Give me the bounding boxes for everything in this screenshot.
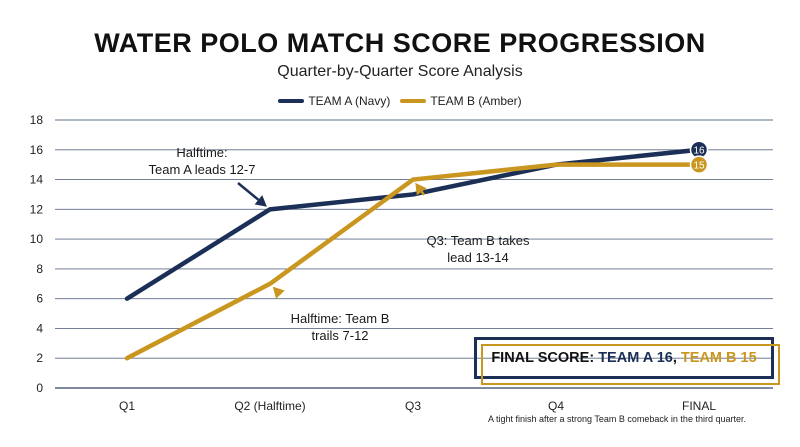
final-score-prefix: FINAL SCORE: bbox=[491, 350, 599, 366]
annotation-text: trails 7-12 bbox=[311, 328, 368, 343]
y-tick-label: 10 bbox=[30, 232, 44, 246]
end-marker-team-b bbox=[689, 155, 709, 174]
legend-swatch-team-b bbox=[400, 99, 427, 103]
annotation-arrowhead bbox=[415, 182, 427, 196]
final-score-team-b: TEAM B 15 bbox=[680, 350, 757, 366]
series-line-team-a bbox=[124, 147, 702, 301]
x-tick-label: Q4 bbox=[548, 399, 564, 413]
annotation-arrowhead bbox=[272, 286, 285, 299]
data-label: 15 bbox=[693, 160, 705, 171]
annotation-arrow bbox=[237, 182, 260, 201]
annotation-text: lead 13-14 bbox=[447, 250, 508, 265]
annotation-arrowhead bbox=[254, 195, 267, 207]
legend-swatch-team-a bbox=[278, 99, 305, 103]
y-tick-label: 4 bbox=[36, 321, 43, 335]
final-score-text: FINAL SCORE: TEAM A 16, TEAM B 15 bbox=[491, 350, 756, 366]
y-tick-label: 0 bbox=[36, 381, 43, 395]
annotation-text: Team A leads 12-7 bbox=[149, 162, 256, 177]
y-tick-label: 2 bbox=[36, 351, 43, 365]
x-tick-label: Q2 (Halftime) bbox=[234, 399, 305, 413]
y-tick-label: 6 bbox=[36, 292, 43, 306]
legend-item-team-b: TEAM B (Amber) bbox=[400, 94, 522, 108]
annotation-text: Halftime: Team B bbox=[291, 311, 390, 326]
legend-label-team-b: TEAM B (Amber) bbox=[430, 94, 522, 108]
footnote: A tight finish after a strong Team B com… bbox=[488, 414, 746, 424]
chart-subtitle: Quarter-by-Quarter Score Analysis bbox=[277, 63, 523, 80]
legend-label-team-a: TEAM A (Navy) bbox=[308, 94, 391, 108]
data-label: 16 bbox=[693, 146, 705, 157]
x-tick-label: FINAL bbox=[682, 399, 716, 413]
legend: TEAM A (Navy) TEAM B (Amber) bbox=[0, 94, 800, 108]
annotation-arrow bbox=[420, 191, 426, 196]
y-tick-label: 8 bbox=[36, 262, 43, 276]
y-tick-label: 14 bbox=[30, 173, 44, 187]
final-score-box: FINAL SCORE: TEAM A 16, TEAM B 15 bbox=[474, 337, 780, 385]
final-score-team-a: TEAM A 16 bbox=[598, 350, 673, 366]
y-tick-label: 12 bbox=[30, 202, 44, 216]
x-tick-label: Q3 bbox=[405, 399, 421, 413]
annotation-text: Halftime: bbox=[176, 145, 227, 160]
final-score-separator: , bbox=[672, 350, 681, 366]
annotation-text: Q3: Team B takes bbox=[426, 233, 530, 248]
x-tick-label: Q1 bbox=[119, 399, 135, 413]
legend-item-team-a: TEAM A (Navy) bbox=[278, 94, 390, 108]
chart-title: WATER POLO MATCH SCORE PROGRESSION bbox=[94, 28, 706, 58]
series-line-team-b bbox=[124, 162, 702, 361]
y-tick-label: 16 bbox=[30, 143, 44, 157]
y-tick-label: 18 bbox=[30, 113, 44, 127]
